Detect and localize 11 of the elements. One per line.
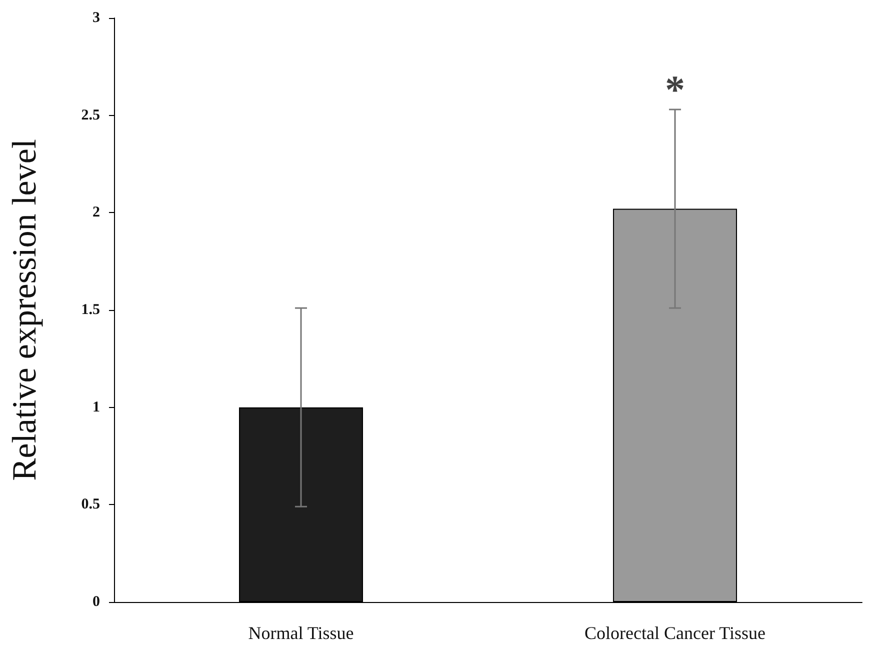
x-tick-label: Colorectal Cancer Tissue [584, 623, 766, 643]
y-tick-label: 0 [92, 594, 100, 610]
y-tick-label: 0.5 [81, 496, 100, 513]
y-tick-label: 3 [92, 10, 100, 26]
annotation: * [665, 66, 685, 112]
x-tick-label: Normal Tissue [248, 623, 354, 643]
y-tick-label: 2.5 [81, 107, 100, 124]
y-tick-label: 1.5 [81, 302, 100, 318]
y-axis-title: Relative expression level [6, 139, 44, 481]
y-tick-label: 1 [92, 399, 100, 416]
y-tick-label: 2 [92, 204, 100, 221]
